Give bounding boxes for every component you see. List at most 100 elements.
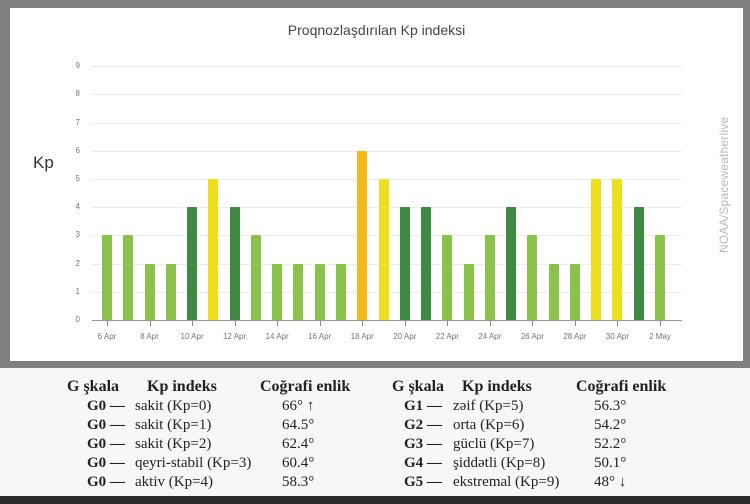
gridline: [92, 94, 682, 96]
geo-latitude: 58.3°: [282, 474, 315, 490]
x-tick-mark: [149, 321, 151, 326]
bar-30-apr[interactable]: [612, 179, 623, 320]
kp-description: zəif (Kp=5): [453, 398, 524, 414]
bar-12-apr[interactable]: [229, 207, 240, 320]
geo-latitude: 66° ↑: [282, 398, 315, 414]
x-tick-mark: [660, 321, 662, 326]
g-level: G5 —: [404, 474, 442, 490]
geo-latitude: 54.2°: [594, 417, 627, 433]
kp-description: sakit (Kp=0): [135, 398, 212, 414]
header-g-scale: G şkala: [67, 378, 120, 395]
g-level: G0 —: [87, 417, 125, 433]
y-tick-label: 8: [75, 89, 80, 99]
bottom-edge: [0, 496, 750, 504]
x-tick-label: 10 Apr: [180, 332, 204, 341]
x-tick-label: 6 Apr: [97, 332, 117, 341]
y-axis-label: Kp: [33, 153, 54, 172]
chart-title: Proqnozlaşdırılan Kp indeksi: [287, 22, 466, 38]
header-kp-index: Kp indeks: [147, 378, 217, 395]
header-geo-latitude: Coğrafi enlik: [260, 378, 351, 395]
bar-15-apr[interactable]: [293, 263, 304, 320]
gridline: [92, 122, 682, 124]
x-tick-mark: [362, 321, 364, 326]
bar-8-apr[interactable]: [144, 263, 155, 320]
bar-18-apr[interactable]: [357, 150, 368, 320]
header-kp-index: Kp indeks: [462, 378, 532, 395]
x-tick-label: 14 Apr: [265, 332, 289, 341]
bar-10-apr[interactable]: [187, 207, 198, 320]
x-tick-mark: [234, 321, 236, 326]
gridline: [92, 66, 682, 68]
bar-22-apr[interactable]: [442, 235, 453, 320]
header-g-scale: G şkala: [392, 378, 445, 395]
bar-14-apr[interactable]: [272, 263, 283, 320]
x-tick-mark: [574, 321, 576, 326]
y-tick-label: 9: [75, 61, 80, 71]
y-tick-label: 3: [75, 230, 80, 240]
gridline: [92, 150, 682, 152]
bar-24-apr[interactable]: [484, 235, 495, 320]
bar-20-apr[interactable]: [399, 207, 410, 320]
bar-17-apr[interactable]: [335, 263, 346, 320]
x-tick-label: 20 Apr: [393, 332, 417, 341]
geo-latitude: 48° ↓: [594, 474, 627, 490]
bar-11-apr[interactable]: [208, 179, 219, 320]
x-tick-mark: [319, 321, 321, 326]
bar-19-apr[interactable]: [378, 179, 389, 320]
kp-description: orta (Kp=6): [453, 417, 525, 433]
bar-6-apr[interactable]: [102, 235, 112, 320]
chart-frame: Proqnozlaşdırılan Kp indeksi Kp NOAA/Spa…: [10, 8, 743, 361]
x-tick-label: 12 Apr: [223, 332, 247, 341]
x-tick-label: 22 Apr: [435, 332, 459, 341]
x-tick-mark: [489, 321, 491, 326]
x-tick-mark: [192, 321, 194, 326]
x-tick-mark: [404, 321, 406, 326]
x-tick-mark: [447, 321, 449, 326]
x-tick-mark: [107, 321, 108, 326]
kp-description: aktiv (Kp=4): [135, 474, 214, 490]
x-tick-label: 30 Apr: [605, 332, 630, 341]
x-tick-label: 24 Apr: [478, 332, 502, 341]
bar-16-apr[interactable]: [314, 263, 325, 320]
y-tick-label: 6: [75, 145, 80, 155]
bar-25-apr[interactable]: [506, 207, 517, 320]
geo-latitude: 52.2°: [594, 436, 627, 452]
kp-description: sakit (Kp=1): [135, 417, 212, 433]
bar-21-apr[interactable]: [421, 207, 432, 320]
g-level: G0 —: [87, 436, 125, 452]
y-tick-label: 2: [75, 258, 80, 268]
x-axis-line: [92, 320, 682, 321]
bar-23-apr[interactable]: [463, 263, 474, 320]
bar-2-may[interactable]: [655, 235, 666, 320]
x-tick-label: 18 Apr: [350, 332, 374, 341]
header-geo-latitude: Coğrafi enlik: [576, 378, 667, 395]
x-tick-label: 26 Apr: [520, 332, 544, 341]
g-level: G2 —: [404, 417, 442, 433]
kp-description: qeyri-stabil (Kp=3): [135, 455, 252, 471]
bar-13-apr[interactable]: [250, 235, 261, 320]
bar-26-apr[interactable]: [527, 235, 538, 320]
x-tick-label: 8 Apr: [140, 332, 159, 341]
y-tick-label: 4: [75, 202, 80, 212]
x-tick-label: 28 Apr: [563, 332, 587, 341]
y-tick-label: 0: [75, 315, 80, 324]
x-tick-label: 2 May: [649, 332, 671, 341]
kp-description: sakit (Kp=2): [135, 436, 212, 452]
x-tick-mark: [532, 321, 534, 326]
g-level: G0 —: [87, 474, 125, 490]
geo-latitude: 50.1°: [594, 455, 627, 471]
y-tick-label: 1: [75, 286, 80, 296]
kp-description: ekstremal (Kp=9): [453, 474, 560, 490]
chart-panel: Proqnozlaşdırılan Kp indeksi Kp NOAA/Spa…: [10, 8, 743, 361]
g-level: G4 —: [404, 455, 442, 471]
y-tick-label: 7: [75, 117, 80, 127]
bar-9-apr[interactable]: [165, 263, 176, 320]
g-level: G0 —: [87, 398, 125, 414]
bar-29-apr[interactable]: [591, 179, 602, 320]
bar-7-apr[interactable]: [123, 235, 134, 320]
bar-27-apr[interactable]: [548, 263, 559, 320]
bar-28-apr[interactable]: [569, 263, 580, 320]
g-level: G0 —: [87, 455, 125, 471]
bar-1-may[interactable]: [633, 207, 644, 320]
geo-latitude: 64.5°: [282, 417, 315, 433]
